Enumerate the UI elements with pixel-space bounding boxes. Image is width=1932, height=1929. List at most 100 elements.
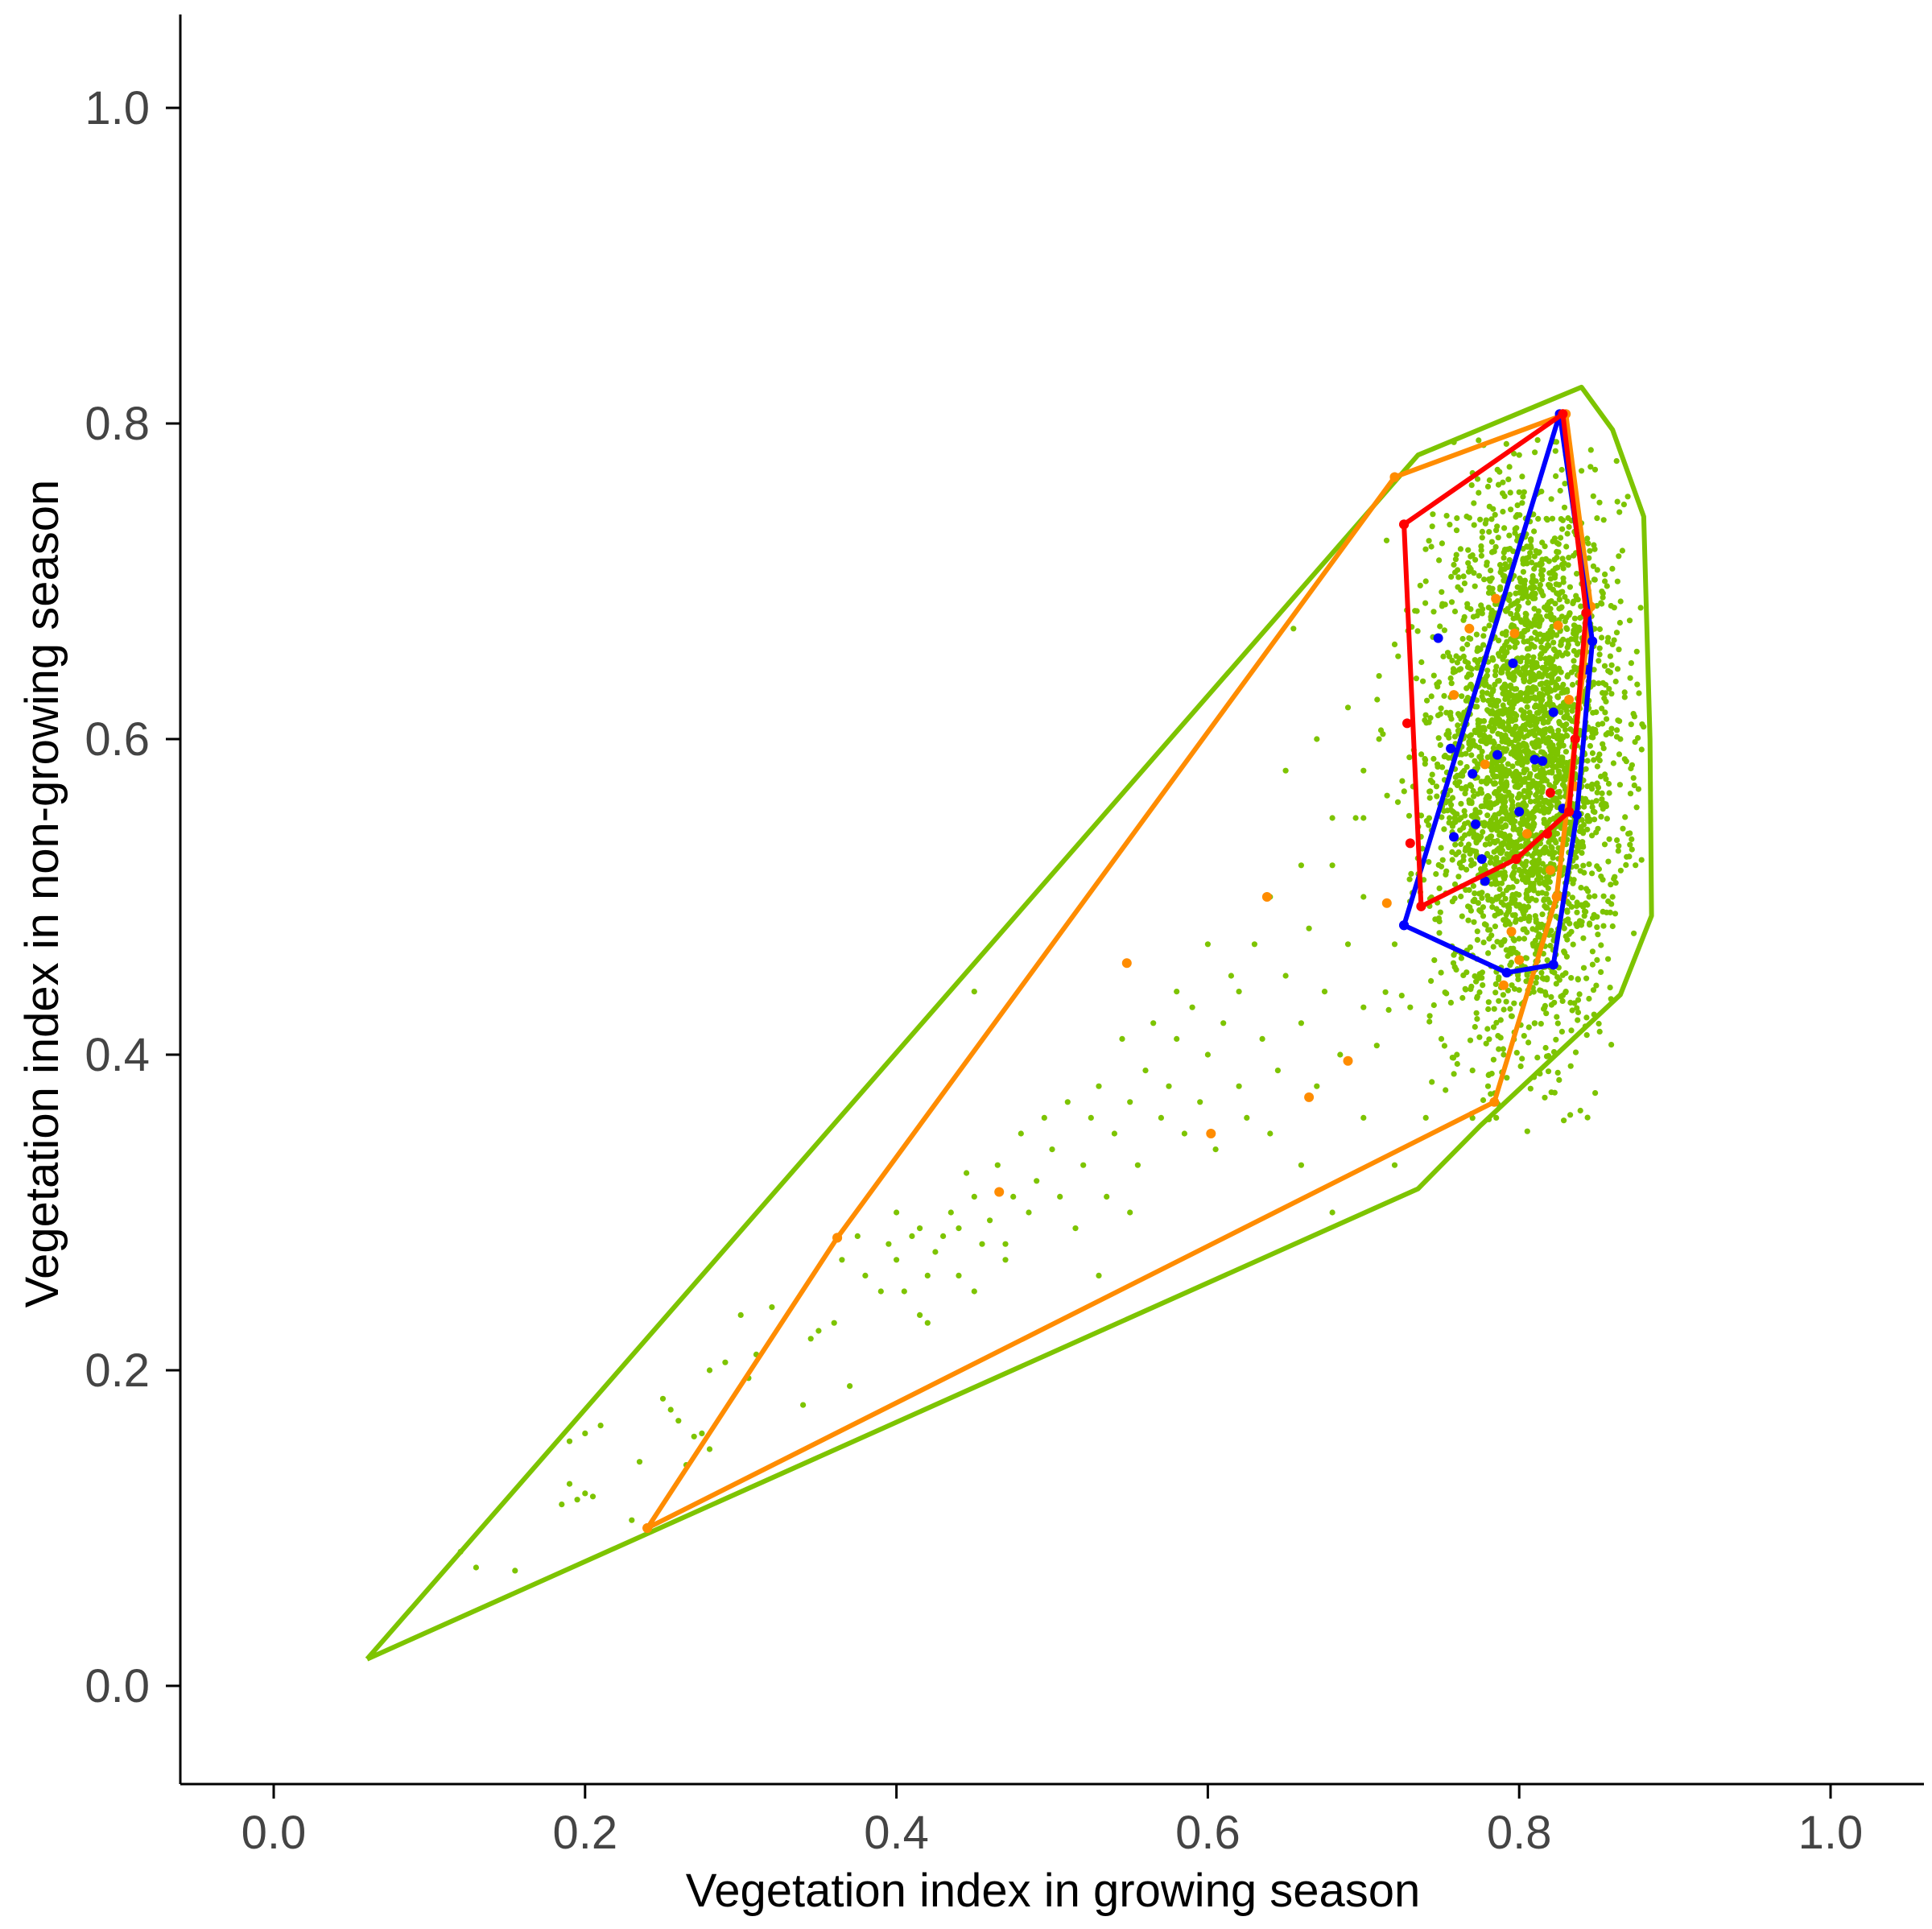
green-cluster-point	[1554, 694, 1562, 700]
green-cluster-point	[1533, 916, 1539, 923]
green-cluster-point	[1502, 794, 1509, 800]
hulls-layer	[365, 384, 1654, 1662]
green-cluster-point	[1480, 828, 1486, 835]
green-point	[1127, 1099, 1133, 1105]
green-cluster-point	[1485, 999, 1492, 1006]
green-cluster-point	[1443, 513, 1450, 519]
green-point	[1391, 641, 1398, 648]
green-point	[947, 1209, 954, 1216]
green-cluster-point	[1531, 763, 1538, 770]
green-cluster-point	[1539, 539, 1546, 546]
green-point	[1594, 515, 1600, 522]
green-point	[1329, 862, 1335, 869]
green-cluster-point	[1494, 714, 1501, 721]
green-cluster-point	[1578, 603, 1584, 609]
green-cluster-point	[1539, 732, 1546, 738]
green-cluster-point	[1591, 893, 1598, 899]
green-cluster-point	[1430, 755, 1437, 762]
green-cluster-point	[1516, 891, 1522, 898]
green-cluster-point	[1564, 531, 1571, 537]
green-cluster-point	[1459, 646, 1466, 652]
green-cluster-point	[1478, 779, 1484, 785]
green-cluster-point	[1502, 706, 1509, 713]
green-cluster-point	[1531, 528, 1538, 535]
green-cluster-point	[1569, 894, 1575, 901]
green-cluster-point	[1496, 562, 1504, 568]
green-point	[1119, 1035, 1125, 1042]
green-cluster-point	[1474, 613, 1480, 619]
green-cluster-point	[1535, 923, 1542, 930]
green-cluster-point	[1543, 739, 1550, 746]
green-cluster-point	[1499, 841, 1505, 848]
green-cluster-point	[1509, 982, 1515, 989]
green-cluster-point	[1526, 914, 1533, 920]
y-tick-label: 0.2	[85, 1345, 150, 1397]
green-cluster-point	[1619, 547, 1625, 554]
green-point	[1197, 1099, 1203, 1105]
green-cluster-point	[1631, 930, 1637, 936]
green-cluster-point	[1458, 800, 1464, 807]
green-cluster-point	[1584, 1114, 1591, 1121]
green-cluster-point	[1501, 653, 1508, 659]
green-cluster-point	[1530, 816, 1536, 822]
green-cluster-point	[1471, 919, 1477, 925]
green-cluster-point	[1591, 911, 1597, 918]
green-cluster-point	[1611, 605, 1617, 611]
green-cluster-point	[1551, 999, 1558, 1006]
green-cluster-point	[1507, 792, 1513, 799]
green-cluster-point	[1506, 464, 1513, 470]
green-cluster-point	[1547, 816, 1554, 824]
green-point	[1259, 1035, 1265, 1042]
green-cluster-point	[1633, 862, 1639, 869]
green-cluster-point	[1546, 769, 1552, 775]
green-cluster-point	[1474, 936, 1480, 943]
green-cluster-point	[1535, 608, 1542, 614]
green-cluster-point	[1476, 1034, 1483, 1040]
green-cluster-point	[1530, 881, 1537, 887]
green-cluster-point	[1471, 570, 1477, 576]
green-cluster-point	[1519, 594, 1526, 601]
green-cluster-point	[1449, 849, 1455, 855]
blue-point	[1530, 754, 1540, 765]
green-point	[1034, 1178, 1040, 1184]
green-cluster-point	[1558, 642, 1564, 648]
green-cluster-point	[1459, 913, 1465, 919]
green-cluster-point	[1607, 985, 1613, 991]
green-cluster-point	[1590, 987, 1597, 993]
green-point	[1454, 1051, 1460, 1058]
green-cluster-point	[1532, 723, 1539, 729]
green-cluster-point	[1434, 793, 1440, 799]
green-cluster-point	[1506, 532, 1513, 539]
green-cluster-point	[1496, 908, 1503, 915]
green-cluster-point	[1521, 638, 1527, 645]
green-cluster-point	[1496, 586, 1504, 593]
green-cluster-point	[1476, 989, 1483, 996]
green-point	[1181, 1130, 1187, 1137]
green-cluster-point	[1584, 758, 1591, 764]
green-cluster-point	[1513, 600, 1519, 606]
green-cluster-point	[1408, 870, 1414, 877]
green-cluster-point	[1550, 733, 1557, 740]
green-cluster-point	[1525, 1039, 1532, 1046]
green-cluster-point	[1586, 894, 1592, 900]
green-cluster-point	[1479, 535, 1485, 541]
green-cluster-point	[1374, 696, 1381, 703]
green-cluster-point	[1610, 760, 1616, 766]
green-point	[854, 1233, 861, 1239]
green-cluster-point	[1477, 516, 1484, 523]
green-cluster-point	[1535, 741, 1542, 748]
green-cluster-point	[1433, 783, 1440, 790]
green-point	[1267, 1130, 1274, 1137]
green-cluster-point	[1538, 789, 1546, 795]
green-cluster-point	[1454, 1060, 1460, 1068]
green-cluster-point	[1436, 557, 1443, 564]
green-cluster-point	[1546, 570, 1553, 576]
green-point	[1111, 1130, 1117, 1137]
green-cluster-point	[1486, 1036, 1492, 1043]
green-cluster-point	[1546, 753, 1554, 759]
blue-point	[1471, 819, 1480, 829]
green-cluster-point	[1507, 951, 1513, 957]
green-point	[1096, 1083, 1102, 1089]
y-tick-label: 0.0	[85, 1660, 150, 1712]
green-cluster-point	[1480, 738, 1487, 745]
